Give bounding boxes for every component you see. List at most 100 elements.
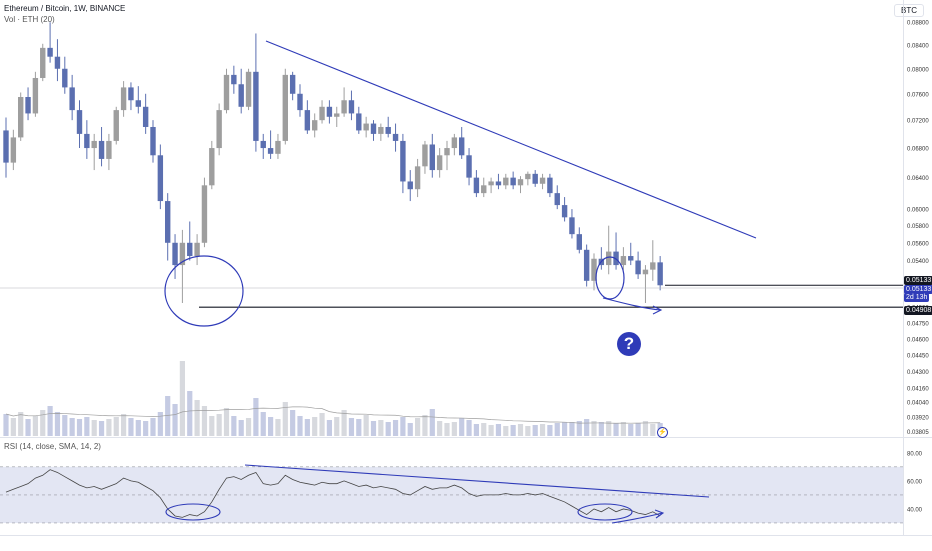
price-tick-label: 0.08400 <box>907 43 929 49</box>
candle-body <box>84 133 90 149</box>
volume-bar <box>606 421 612 436</box>
candle-body <box>62 68 68 88</box>
bolt-icon[interactable]: ⚡ <box>657 427 668 438</box>
rsi-circle-annotation <box>577 503 633 521</box>
volume-bar <box>54 412 61 436</box>
volume-bar <box>47 406 53 436</box>
candle-body <box>517 179 524 186</box>
pane-separator[interactable] <box>0 437 932 438</box>
volume-bar <box>319 413 325 436</box>
volume-bar <box>539 424 546 436</box>
candle-body <box>436 155 443 171</box>
candle-body <box>473 177 480 194</box>
last-price-badge: 0.05133 <box>904 276 932 285</box>
candle-body <box>223 74 230 111</box>
price-tick-label: 0.04300 <box>907 370 929 376</box>
volume-bar <box>415 418 421 436</box>
rsi-tick-label: 80.00 <box>907 451 923 457</box>
candle-body <box>650 262 656 270</box>
volume-bar <box>451 422 457 436</box>
volume-bar <box>400 417 406 436</box>
candle-body <box>488 181 494 186</box>
volume-bar <box>495 424 502 436</box>
circle-annotation <box>595 256 625 300</box>
candle-body <box>216 110 222 149</box>
rsi-line <box>5 469 661 518</box>
volume-bar <box>113 417 119 436</box>
arrow-line <box>602 297 661 311</box>
volume-bar <box>370 421 377 436</box>
candle-body <box>150 126 156 156</box>
price-tick-label: 0.03920 <box>907 415 929 421</box>
candle-body <box>120 87 127 111</box>
candle-body <box>503 177 509 186</box>
volume-bar <box>554 423 560 436</box>
price-tick-label: 0.04750 <box>907 322 929 328</box>
candle-body <box>40 47 46 78</box>
volume-bar <box>503 426 509 436</box>
candle-body <box>348 100 355 114</box>
candle-body <box>76 110 83 134</box>
rsi-legend[interactable]: RSI (14, close, SMA, 14, 2) <box>4 442 101 451</box>
volume-bar <box>18 412 24 436</box>
volume-bar <box>378 420 384 436</box>
candle-body <box>194 242 200 257</box>
time-axis[interactable] <box>0 535 932 551</box>
volume-bar <box>268 417 274 436</box>
volume-bar <box>297 416 303 436</box>
volume-bar <box>25 419 31 436</box>
volume-bar <box>466 420 472 436</box>
volume-bar <box>620 422 626 436</box>
candle-body <box>378 126 384 134</box>
volume-bar <box>128 418 134 436</box>
candle-body <box>495 181 502 186</box>
candle-body <box>312 120 318 131</box>
currency-button[interactable]: BTC <box>894 4 924 17</box>
volume-bar <box>510 425 516 436</box>
circle-annotation <box>164 255 244 327</box>
volume-bar <box>628 424 634 436</box>
volume-bar <box>238 420 244 436</box>
volume-bar <box>201 406 208 436</box>
last-price-badge-blue: 0.05133 <box>904 285 932 294</box>
candle-body <box>429 144 435 171</box>
symbol-legend[interactable]: Ethereum / Bitcoin, 1W, BINANCE <box>4 4 126 13</box>
volume-bar <box>613 423 619 436</box>
candle-body <box>481 185 487 194</box>
volume-legend[interactable]: Vol · ETH (20) <box>4 15 55 24</box>
candle-body <box>69 87 75 111</box>
candle-body <box>414 166 421 190</box>
volume-bar <box>635 423 641 436</box>
volume-bar <box>245 418 252 436</box>
candle-body <box>606 251 612 266</box>
candle-body <box>98 140 105 159</box>
volume-bar <box>334 417 340 436</box>
volume-bar <box>363 415 369 436</box>
volume-bar <box>150 418 156 436</box>
candle-body <box>539 177 546 184</box>
volume-bar <box>3 414 9 436</box>
volume-bar <box>187 391 193 436</box>
candle-body <box>334 113 340 117</box>
candle-body <box>451 137 458 149</box>
candle-body <box>172 242 178 266</box>
rsi-circle-annotation <box>165 503 221 521</box>
price-tick-label: 0.06800 <box>907 147 929 153</box>
candle-body <box>576 234 582 250</box>
volume-bar <box>91 420 97 436</box>
volume-bar <box>642 421 649 436</box>
candle-body <box>407 181 413 190</box>
candle-body <box>32 77 39 114</box>
resistance-trendline <box>265 40 757 239</box>
candle-body <box>532 173 538 184</box>
candle-body <box>267 148 274 154</box>
support-price-badge: 0.04908 <box>904 306 932 315</box>
volume-bar <box>304 419 310 436</box>
rsi-tick-label: 60.00 <box>907 479 923 485</box>
volume-bar <box>437 421 443 436</box>
candle-body <box>275 140 281 154</box>
candle-body <box>47 47 53 57</box>
volume-bar <box>473 424 479 436</box>
price-tick-label: 0.03805 <box>907 430 929 436</box>
